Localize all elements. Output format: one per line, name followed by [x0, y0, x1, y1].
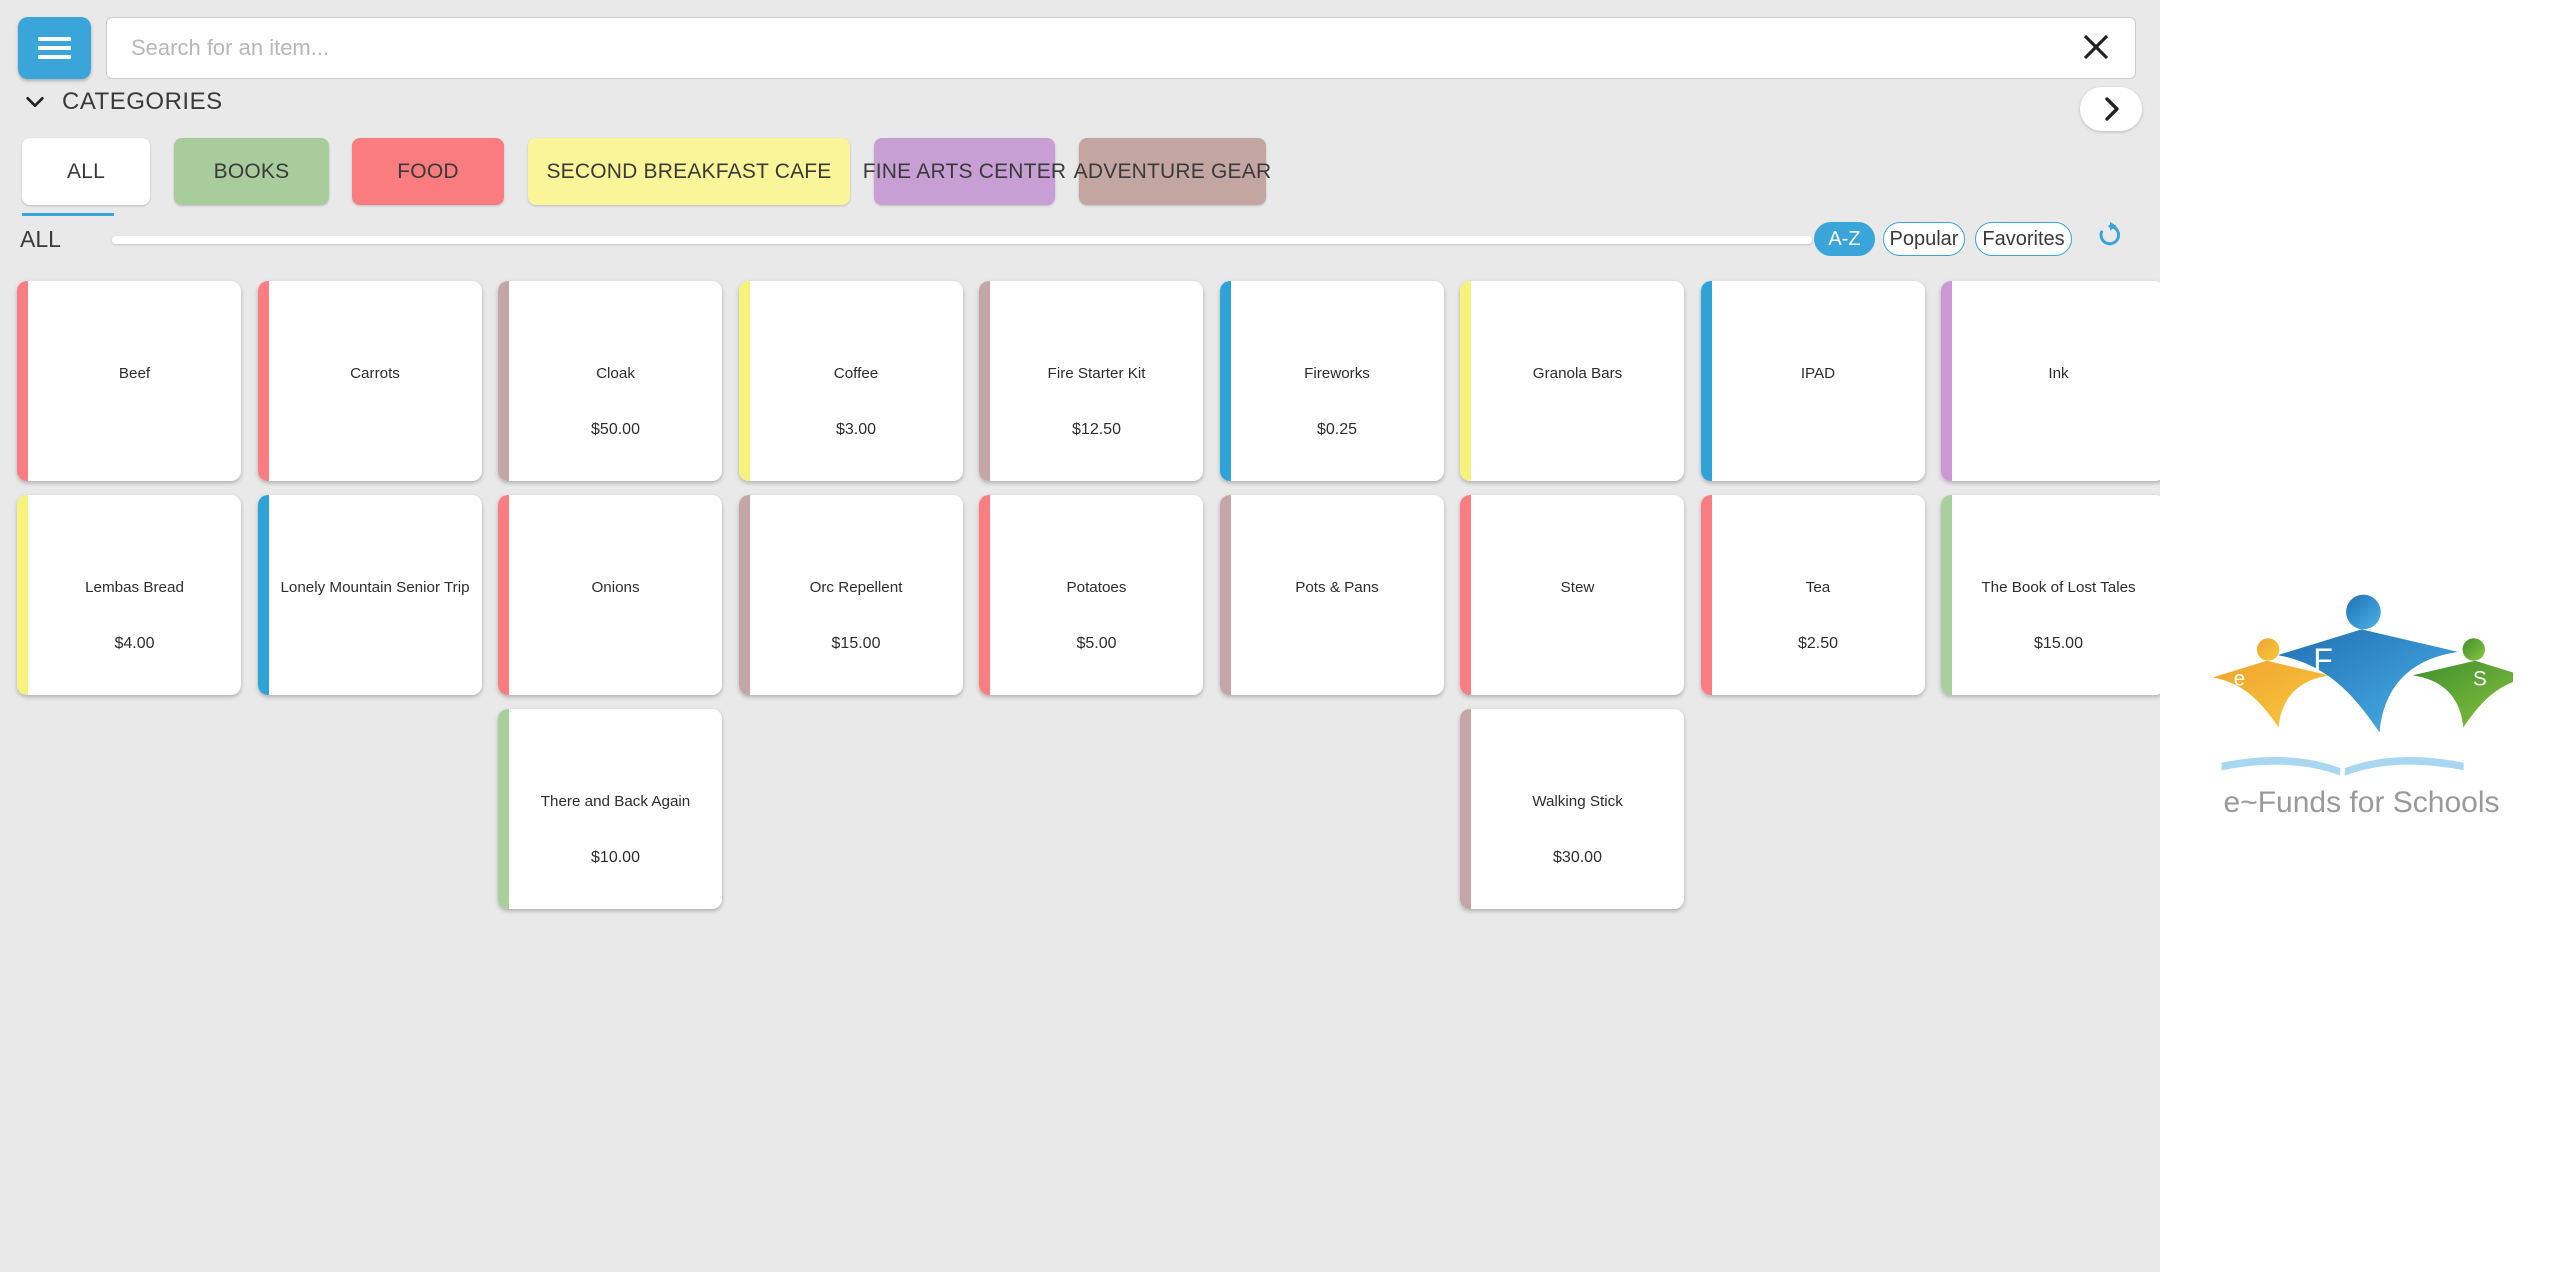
svg-text:S: S: [2473, 668, 2487, 691]
svg-text:F: F: [2313, 642, 2333, 678]
svg-text:e: e: [2234, 668, 2246, 691]
